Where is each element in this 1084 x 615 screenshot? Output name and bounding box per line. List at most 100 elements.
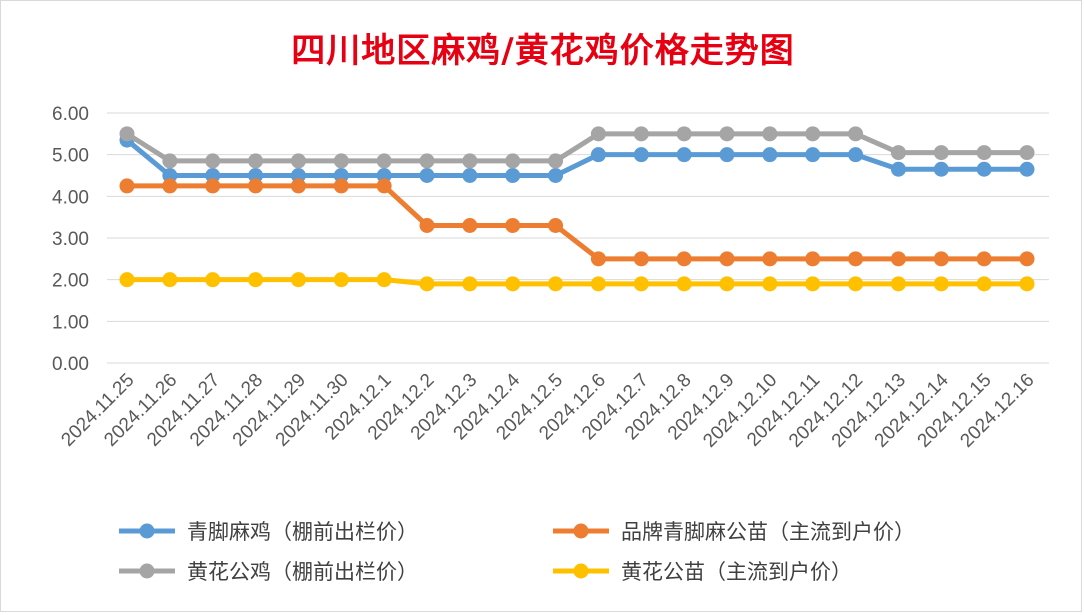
series-2 (119, 178, 1035, 267)
data-point (248, 272, 264, 288)
data-point (119, 178, 135, 194)
data-point (205, 178, 221, 194)
data-point (119, 126, 135, 142)
legend-label: 品牌青脚麻公苗（主流到户价） (621, 520, 915, 544)
data-point (848, 126, 864, 142)
data-point (890, 145, 906, 161)
legend-swatch-marker (573, 523, 589, 539)
legend: 青脚麻鸡（棚前出栏价） 品牌青脚麻公苗（主流到户价） 黄花公鸡（棚前出栏价） 黄花公苗… (119, 520, 915, 584)
series-3 (119, 126, 1035, 169)
data-point (205, 153, 221, 169)
data-point (719, 276, 735, 292)
data-point (505, 218, 521, 233)
data-point (933, 276, 949, 292)
legend-swatch-marker (139, 563, 155, 579)
data-point (590, 126, 606, 142)
y-tick-label: 6.00 (52, 104, 89, 125)
legend-swatch-marker (573, 563, 589, 579)
legend-item: 黄花公鸡（棚前出栏价） (119, 560, 418, 584)
data-point (548, 168, 564, 183)
data-point (1019, 276, 1035, 292)
data-point (719, 147, 735, 163)
data-point (205, 272, 221, 288)
data-point (505, 168, 521, 183)
data-point (676, 147, 692, 163)
legend-label: 黄花公苗（主流到户价） (621, 560, 852, 584)
data-point (848, 251, 864, 267)
data-point (762, 251, 778, 267)
data-point (890, 161, 906, 177)
y-tick-label: 0.00 (52, 354, 89, 375)
data-point (376, 178, 392, 194)
series-line (124, 277, 1030, 287)
data-point (590, 251, 606, 267)
y-tick-label: 5.00 (52, 146, 89, 167)
data-point (290, 178, 306, 194)
data-point (419, 276, 435, 292)
data-point (505, 153, 521, 169)
legend-swatch-marker (139, 523, 155, 539)
data-point (419, 218, 435, 233)
data-point (248, 168, 264, 183)
data-point (762, 126, 778, 142)
data-point (848, 276, 864, 292)
legend-label: 黄花公鸡（棚前出栏价） (187, 560, 418, 584)
series-layer (119, 126, 1035, 292)
data-point (633, 126, 649, 142)
data-point (290, 272, 306, 288)
series-line (124, 137, 1030, 178)
data-point (333, 153, 349, 169)
data-point (805, 251, 821, 267)
y-axis: 0.00 1.00 2.00 3.00 4.00 5.00 6.00 (52, 104, 89, 375)
data-point (548, 276, 564, 292)
data-point (205, 168, 221, 183)
data-point (933, 251, 949, 267)
data-point (933, 161, 949, 177)
data-point (462, 218, 478, 233)
data-point (376, 168, 392, 183)
data-point (590, 147, 606, 163)
x-axis: 2024.11.252024.11.262024.11.272024.11.28… (57, 369, 1038, 451)
y-tick-label: 2.00 (52, 271, 89, 292)
y-tick-label: 4.00 (52, 187, 89, 208)
data-point (676, 276, 692, 292)
series-1 (119, 132, 1035, 183)
y-tick-label: 3.00 (52, 229, 89, 250)
data-point (248, 178, 264, 194)
data-point (376, 272, 392, 288)
data-point (548, 153, 564, 169)
data-point (590, 276, 606, 292)
legend-item: 品牌青脚麻公苗（主流到户价） (553, 520, 915, 544)
series-4 (119, 272, 1035, 292)
data-point (762, 147, 778, 163)
data-point (890, 251, 906, 267)
data-point (162, 168, 178, 183)
data-point (1019, 251, 1035, 267)
data-point (1019, 161, 1035, 177)
data-point (848, 147, 864, 163)
series-line (124, 131, 1030, 164)
data-point (462, 276, 478, 292)
series-line (124, 183, 1030, 262)
data-point (162, 272, 178, 288)
data-point (462, 153, 478, 169)
data-point (333, 168, 349, 183)
data-point (1019, 145, 1035, 161)
data-point (419, 153, 435, 169)
data-point (162, 178, 178, 194)
data-point (505, 276, 521, 292)
data-point (162, 153, 178, 169)
data-point (419, 168, 435, 183)
data-point (462, 168, 478, 183)
data-point (290, 168, 306, 183)
data-point (933, 145, 949, 161)
data-point (290, 153, 306, 169)
data-point (633, 251, 649, 267)
legend-item: 青脚麻鸡（棚前出栏价） (119, 520, 418, 544)
data-point (805, 147, 821, 163)
data-point (976, 251, 992, 267)
data-point (376, 153, 392, 169)
data-point (119, 272, 135, 288)
data-point (548, 218, 564, 233)
